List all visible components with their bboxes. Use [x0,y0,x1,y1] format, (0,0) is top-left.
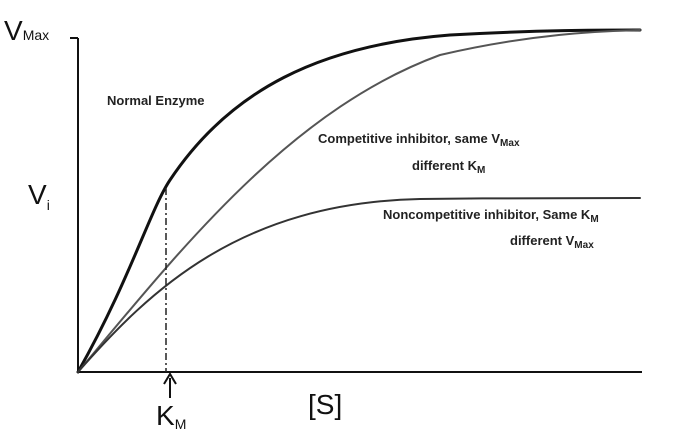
substrate-label: [S] [308,389,342,420]
label-part: M [477,165,485,176]
label-part: different K [412,158,478,173]
vmax-label: VMax [4,15,49,46]
label-part: Competitive inhibitor, same V [318,131,500,146]
label-part: M [590,214,598,225]
label-part: different V [510,233,575,248]
curve-label: different VMax [510,233,594,251]
vi-label: Vi [28,179,50,213]
noncompetitive-curve [77,197,641,373]
label-part: V [4,15,23,46]
curve-label: Noncompetitive inhibitor, Same KM [383,207,599,225]
label-part: M [175,416,187,432]
label-part: Noncompetitive inhibitor, Same K [383,207,591,222]
km-label: KM [156,400,186,432]
label-part: V [28,179,47,210]
label-part: K [156,400,175,431]
curve-label: Normal Enzyme [107,93,205,108]
km-arrow-head [163,372,177,385]
curve-label: Competitive inhibitor, same VMax [318,131,520,149]
normal-curve [76,28,642,374]
label-part: Max [574,240,594,251]
competitive-curve [77,29,641,373]
label-part: Max [500,138,520,149]
curve-label: different KM [412,158,485,176]
label-part: Normal Enzyme [107,93,205,108]
label-part: i [47,197,50,213]
label-part: Max [23,27,49,43]
